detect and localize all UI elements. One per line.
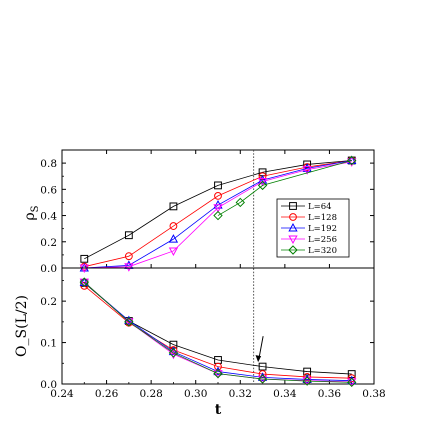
bottom-xtick-label-3: 0.30 — [184, 388, 207, 400]
bottom-ytick-label-2: 0.2 — [40, 296, 57, 308]
bottom-xtick-label-5: 0.34 — [273, 388, 297, 400]
bottom-xtick-label-0: 0.24 — [50, 388, 74, 400]
bottom-series-3-point-1 — [124, 318, 134, 327]
top-series-2-point-2 — [168, 234, 179, 243]
bottom-series-2-line — [84, 282, 352, 382]
top-series-4-point-2 — [257, 180, 268, 191]
bottom-series-4-point-0 — [79, 277, 89, 287]
legend-entry-2-label: L=192 — [308, 224, 337, 234]
bottom-series-1-line — [84, 285, 352, 379]
legend-entry-0-label: L=64 — [308, 202, 332, 212]
legend-entry-4-label: L=320 — [308, 246, 337, 256]
top-series-4-point-3 — [347, 155, 357, 166]
top-ytick-label-1: 0.2 — [40, 237, 57, 249]
bottom-series-3-point-0 — [79, 278, 89, 288]
top-y-axis-label: ρS — [22, 205, 41, 220]
bottom-ytick-label-1: 0.1 — [40, 338, 57, 350]
legend-entry-0: L=64 — [281, 202, 332, 212]
order-parameter-panel: 0.0 0.1 0.2 0.24 0.26 0.28 0.30 0.32 0.34 0.36 0.3… — [14, 267, 386, 418]
bottom-xtick-label-2: 0.28 — [139, 388, 162, 400]
legend-entry-4: L=320 — [281, 245, 337, 256]
top-ytick-label-2: 0.4 — [40, 211, 57, 223]
top-series-3-point-1 — [124, 263, 134, 272]
bottom-y-axis-label: O_S(L/2) — [14, 295, 30, 357]
annotation-arrow — [255, 336, 264, 363]
top-series-0-point-2 — [169, 202, 178, 211]
legend-entry-2-marker — [288, 222, 298, 232]
top-ytick-label-4: 0.8 — [40, 158, 57, 170]
top-series-3-line — [84, 161, 352, 269]
bottom-series-4-point-5 — [302, 376, 312, 386]
rho-s-panel: 0.0 0.2 0.4 0.6 0.8 ρS L=64L=128L=192L=256L=32… — [22, 149, 375, 384]
top-series-4-point-1 — [235, 197, 245, 208]
bottom-xtick-label-6: 0.36 — [318, 388, 342, 400]
top-series-1-point-1 — [124, 252, 133, 261]
top-series-0-point-5 — [303, 160, 312, 169]
legend-entry-1: L=128 — [281, 213, 337, 223]
bottom-series-4-point-2 — [168, 348, 179, 358]
legend-entry-1-label: L=128 — [308, 213, 337, 223]
bottom-series-3-point-4 — [257, 375, 268, 385]
bottom-series-4-point-6 — [347, 377, 357, 388]
legend-entry-0-marker — [289, 202, 297, 210]
legend-entry-3-label: L=256 — [308, 235, 337, 245]
top-series-0-point-3 — [214, 181, 222, 190]
legend-entry-2: L=192 — [281, 222, 337, 234]
top-ytick-label-3: 0.6 — [40, 184, 57, 196]
bottom-series-4-point-3 — [213, 368, 223, 379]
bottom-xtick-label-1: 0.26 — [95, 388, 119, 400]
bottom-xtick-label-7: 0.38 — [362, 388, 385, 400]
legend-entry-3: L=256 — [281, 235, 337, 245]
top-series-0-point-1 — [124, 231, 133, 240]
legend-entry-3-marker — [288, 235, 298, 245]
top-ytick-label-0: 0.0 — [40, 263, 57, 275]
legend-entry-4-marker — [288, 245, 298, 255]
top-series-2-point-4 — [257, 175, 268, 184]
bottom-series-1-point-2 — [169, 346, 178, 354]
top-series-3-point-4 — [257, 177, 268, 187]
bottom-series-4 — [79, 277, 357, 388]
top-y-axis-label-sub: S — [30, 205, 41, 212]
annotation-arrow-head — [255, 355, 262, 363]
bottom-series-4-line — [84, 281, 352, 383]
top-series-1-point-4 — [258, 172, 267, 181]
top-series-2-point-6 — [347, 155, 357, 164]
bottom-series-0-point-4 — [258, 362, 267, 371]
bottom-xtick-label-4: 0.32 — [229, 388, 252, 400]
legend-entry-1-marker — [289, 213, 297, 221]
x-axis-label: t — [215, 402, 222, 418]
top-series-3-point-3 — [213, 204, 223, 213]
top-series-1-point-2 — [169, 222, 178, 230]
top-series-3-point-2 — [168, 247, 179, 257]
top-series-4 — [213, 155, 357, 221]
top-series-3-point-5 — [302, 166, 312, 175]
top-series-1-point-3 — [214, 191, 222, 200]
top-y-axis-label-main: ρ — [22, 212, 38, 220]
bottom-series-0-line — [84, 282, 352, 375]
bottom-series-4-point-4 — [257, 374, 268, 384]
top-series-2-point-5 — [302, 163, 312, 172]
bottom-series-4-point-1 — [124, 317, 134, 327]
top-series-4-point-0 — [213, 210, 223, 221]
top-series-4-line — [217, 160, 352, 216]
bottom-ytick-label-0: 0.0 — [40, 379, 57, 391]
bottom-series-2 — [79, 277, 357, 385]
top-series-0-point-0 — [80, 254, 89, 263]
